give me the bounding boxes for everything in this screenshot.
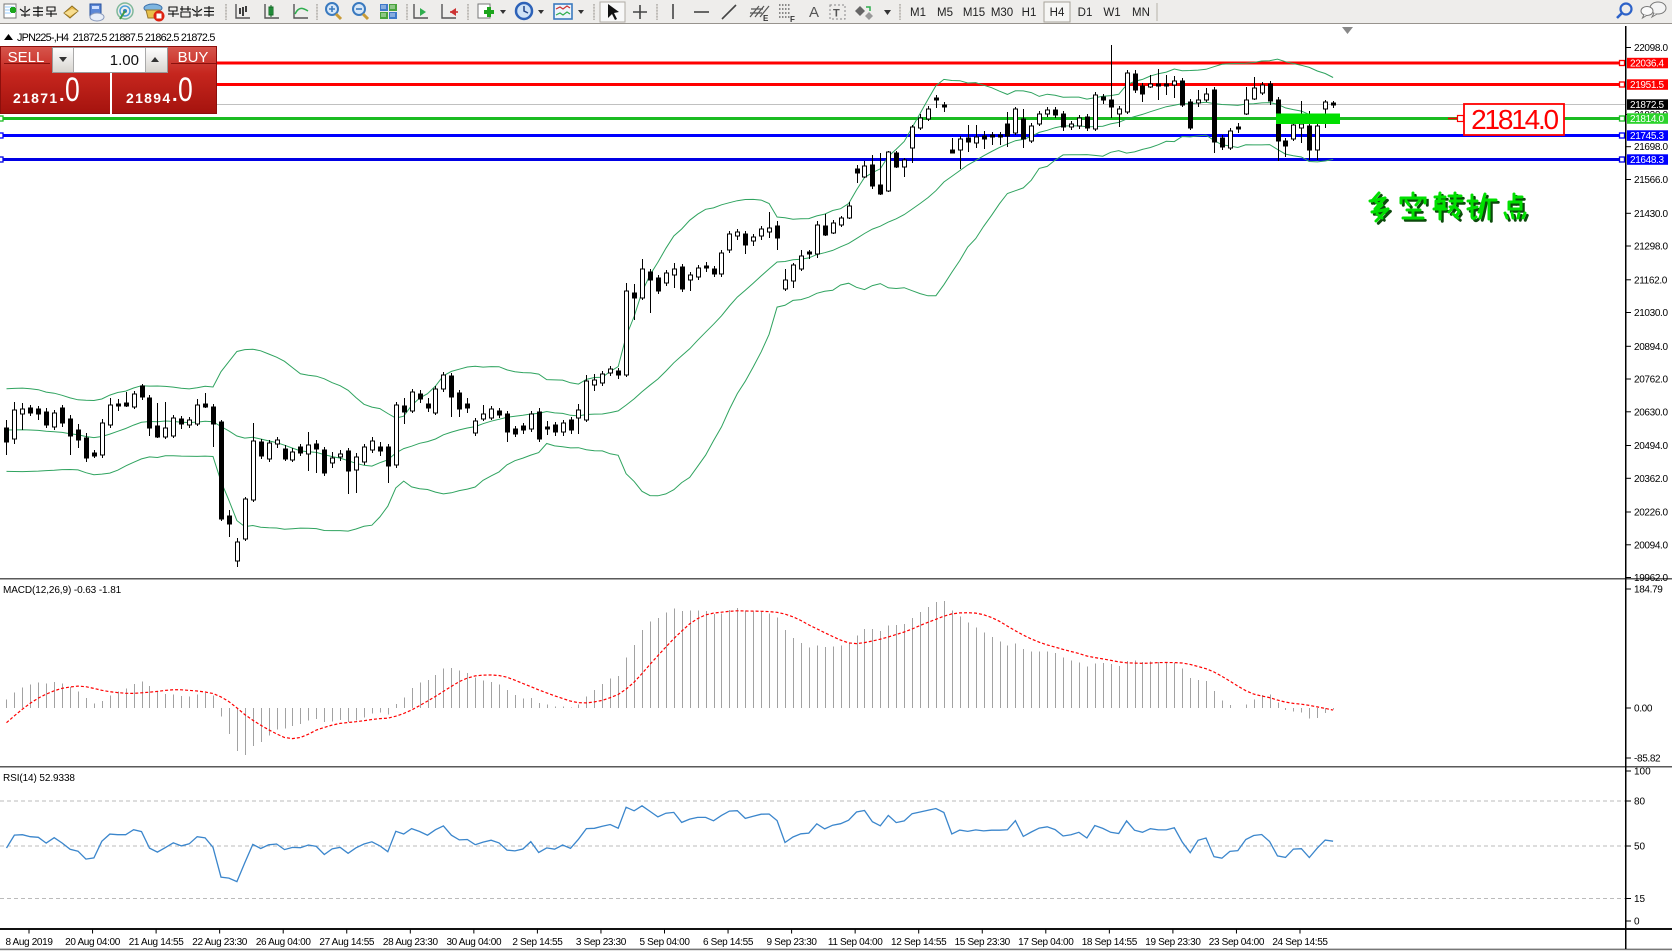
svg-text:17 Sep 04:00: 17 Sep 04:00 — [1018, 937, 1074, 948]
svg-text:A: A — [809, 4, 819, 21]
svg-text:21298.0: 21298.0 — [1634, 242, 1668, 253]
svg-text:0.00: 0.00 — [1634, 704, 1653, 715]
svg-text:11 Sep 04:00: 11 Sep 04:00 — [828, 937, 883, 948]
svg-text:H1: H1 — [1022, 7, 1037, 19]
svg-text:20630.0: 20630.0 — [1634, 407, 1668, 418]
svg-text:80: 80 — [1634, 797, 1646, 808]
svg-text:JPN225-,H4 21872.5 21887.5 21: JPN225-,H4 21872.5 21887.5 21862.5 21872… — [17, 32, 215, 44]
svg-text:8 Aug 2019: 8 Aug 2019 — [5, 937, 53, 948]
svg-text:15: 15 — [1634, 894, 1646, 905]
svg-text:23 Sep 04:00: 23 Sep 04:00 — [1209, 937, 1265, 948]
svg-text:F: F — [790, 15, 795, 24]
svg-text:20494.0: 20494.0 — [1634, 441, 1668, 452]
svg-text:20094.0: 20094.0 — [1634, 540, 1668, 551]
svg-text:D1: D1 — [1078, 7, 1093, 19]
svg-text:M5: M5 — [937, 7, 953, 19]
svg-text:24 Sep 14:55: 24 Sep 14:55 — [1272, 937, 1328, 948]
svg-text:21566.0: 21566.0 — [1634, 175, 1668, 186]
svg-text:MACD(12,26,9) -0.63 -1.81: MACD(12,26,9) -0.63 -1.81 — [3, 585, 122, 596]
svg-text:30 Aug 04:00: 30 Aug 04:00 — [446, 937, 502, 948]
svg-text:M30: M30 — [991, 7, 1013, 19]
svg-text:H4: H4 — [1050, 7, 1065, 19]
svg-text:21872.5: 21872.5 — [1630, 100, 1664, 111]
svg-text:21814.0: 21814.0 — [1630, 114, 1664, 125]
svg-text:20762.0: 20762.0 — [1634, 375, 1668, 386]
svg-text:9 Sep 23:30: 9 Sep 23:30 — [767, 937, 818, 948]
svg-text:5 Sep 04:00: 5 Sep 04:00 — [639, 937, 690, 948]
svg-text:100: 100 — [1634, 767, 1651, 778]
svg-text:21430.0: 21430.0 — [1634, 209, 1668, 220]
svg-text:M15: M15 — [963, 7, 985, 19]
svg-text:RSI(14) 52.9338: RSI(14) 52.9338 — [3, 773, 75, 784]
svg-text:T: T — [833, 8, 840, 20]
svg-text:15 Sep 23:30: 15 Sep 23:30 — [955, 937, 1011, 948]
svg-text:19962.0: 19962.0 — [1634, 573, 1668, 584]
svg-text:50: 50 — [1634, 842, 1646, 853]
svg-text:19 Sep 23:30: 19 Sep 23:30 — [1145, 937, 1201, 948]
svg-text:21030.0: 21030.0 — [1634, 308, 1668, 319]
svg-text:12 Sep 14:55: 12 Sep 14:55 — [891, 937, 947, 948]
svg-text:184.79: 184.79 — [1634, 585, 1663, 596]
svg-text:MN: MN — [1132, 7, 1150, 19]
svg-text:2 Sep 14:55: 2 Sep 14:55 — [512, 937, 563, 948]
svg-text:21698.0: 21698.0 — [1634, 142, 1668, 153]
svg-text:20362.0: 20362.0 — [1634, 474, 1668, 485]
svg-text:21814.0: 21814.0 — [1471, 104, 1558, 135]
svg-text:M1: M1 — [910, 7, 926, 19]
svg-text:21745.3: 21745.3 — [1630, 131, 1664, 142]
svg-text:20226.0: 20226.0 — [1634, 508, 1668, 519]
svg-text:21162.0: 21162.0 — [1634, 275, 1668, 286]
svg-text:W1: W1 — [1103, 7, 1120, 19]
svg-text:26 Aug 04:00: 26 Aug 04:00 — [256, 937, 312, 948]
svg-text:28 Aug 23:30: 28 Aug 23:30 — [383, 937, 439, 948]
svg-text:21 Aug 14:55: 21 Aug 14:55 — [129, 937, 185, 948]
svg-text:22 Aug 23:30: 22 Aug 23:30 — [192, 937, 248, 948]
svg-text:20 Aug 04:00: 20 Aug 04:00 — [65, 937, 121, 948]
svg-text:27 Aug 14:55: 27 Aug 14:55 — [319, 937, 375, 948]
svg-text:6 Sep 14:55: 6 Sep 14:55 — [703, 937, 754, 948]
svg-text:21648.3: 21648.3 — [1630, 155, 1664, 166]
svg-text:3 Sep 23:30: 3 Sep 23:30 — [576, 937, 627, 948]
svg-text:22036.4: 22036.4 — [1630, 59, 1664, 70]
svg-text:0: 0 — [1634, 917, 1640, 928]
svg-text:20894.0: 20894.0 — [1634, 342, 1668, 353]
svg-text:E: E — [763, 14, 769, 23]
svg-text:22098.0: 22098.0 — [1634, 43, 1668, 54]
svg-text:21951.5: 21951.5 — [1630, 80, 1664, 91]
svg-text:18 Sep 14:55: 18 Sep 14:55 — [1082, 937, 1138, 948]
svg-text:-85.82: -85.82 — [1634, 754, 1661, 765]
